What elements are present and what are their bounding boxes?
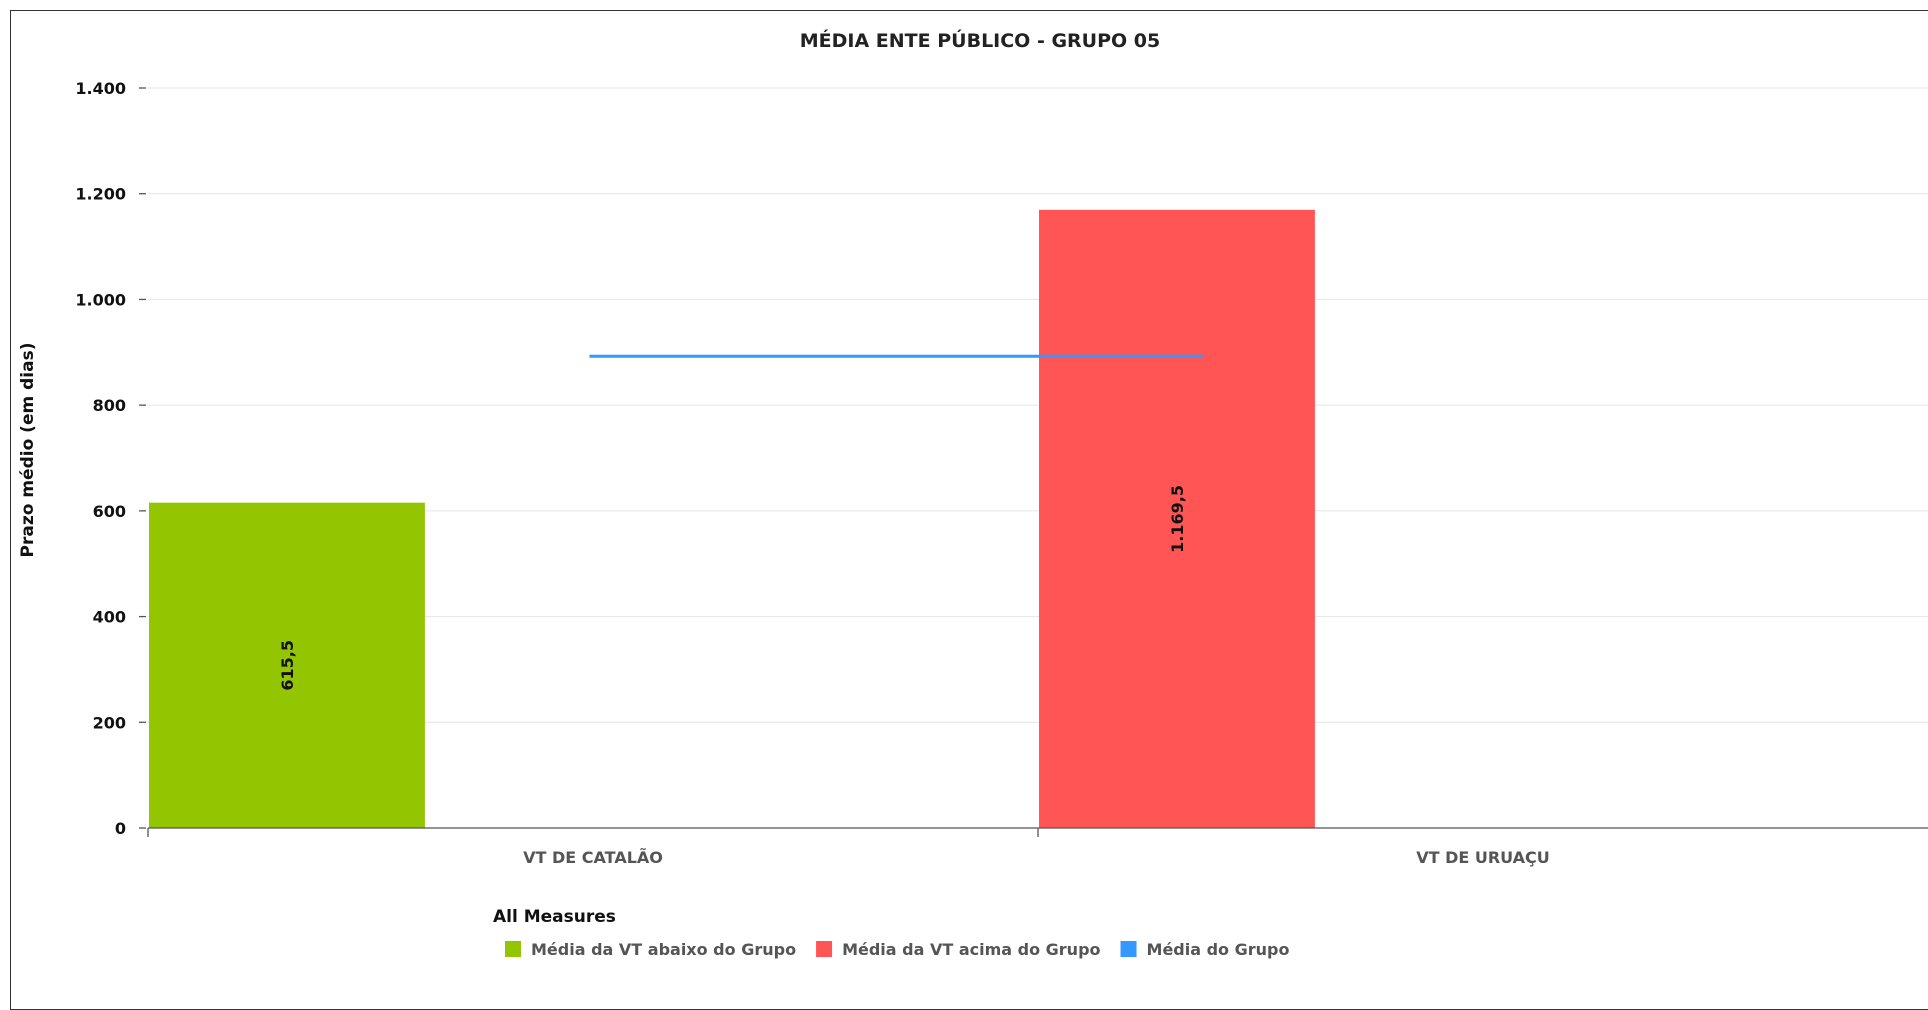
y-tick-label: 1.200 xyxy=(75,185,126,204)
y-tick-label: 400 xyxy=(93,608,126,627)
legend-item-label[interactable]: Média da VT abaixo do Grupo xyxy=(531,940,796,959)
legend-swatch xyxy=(1120,941,1137,957)
bar[interactable] xyxy=(149,502,425,828)
y-tick-label: 0 xyxy=(115,819,126,838)
y-tick-label: 1.000 xyxy=(75,290,126,309)
x-category-label: VT DE URUAÇU xyxy=(1416,848,1550,867)
y-tick-label: 800 xyxy=(93,396,126,415)
gridlines xyxy=(148,87,1928,723)
bar[interactable] xyxy=(1039,209,1315,829)
x-category-label: VT DE CATALÃO xyxy=(523,848,663,867)
legend-item-label[interactable]: Média da VT acima do Grupo xyxy=(842,940,1100,959)
legend-item-label[interactable]: Média do Grupo xyxy=(1147,940,1290,959)
legend-swatch xyxy=(816,941,833,957)
legend[interactable]: All Measures Média da VT abaixo do Grupo… xyxy=(493,907,1289,959)
axes: 0 200 400 600 800 1.000 1.200 1.400 VT DE CATALÃ… xyxy=(75,79,1928,867)
y-tick-label: 600 xyxy=(93,502,126,521)
chart-title: MÉDIA ENTE PÚBLICO - GRUPO 05 xyxy=(800,28,1161,52)
bar-data-label: 615,5 xyxy=(278,640,297,691)
bar-data-label: 1.169,5 xyxy=(1168,485,1187,553)
y-tick-label: 200 xyxy=(93,713,126,732)
bars xyxy=(149,209,1315,829)
y-tick-label: 1.400 xyxy=(75,79,126,98)
legend-swatch xyxy=(505,941,521,957)
legend-title: All Measures xyxy=(493,907,616,927)
data-labels: 615,5 1.169,5 xyxy=(278,485,1187,691)
y-axis-label: Prazo médio (em dias) xyxy=(18,343,38,558)
